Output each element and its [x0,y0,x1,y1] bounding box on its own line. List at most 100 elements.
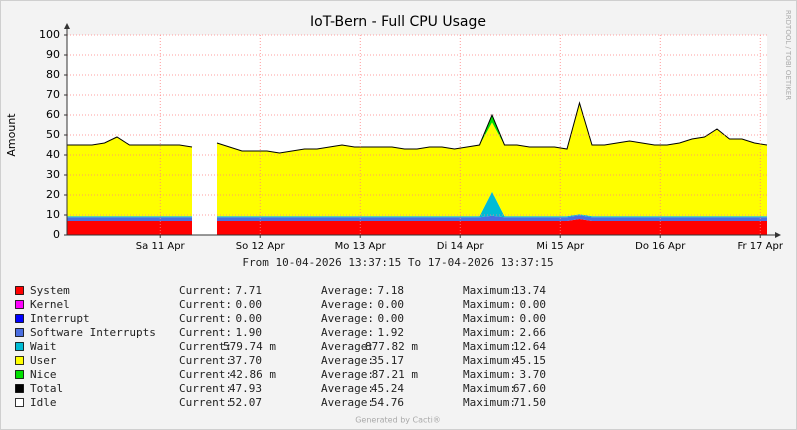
stat-value: 7.18 [378,284,405,297]
stat-value: 0.00 [378,312,405,325]
stat-value: 1.92 [378,326,405,339]
stat-value: 0.00 [236,312,263,325]
stat-value: 0.00 [378,298,405,311]
stat-value: 35.17 [371,354,404,367]
legend-label: System [30,284,70,297]
stat-value: 0.00 [520,312,547,325]
stat-value: 3.70 [520,368,547,381]
stat-value: 71.50 [513,396,546,409]
legend-label: User [30,354,57,367]
stack-area [67,221,192,235]
legend-swatch [15,314,24,323]
stat-label: Maximum: [463,354,516,367]
y-tick-label: 60 [46,108,60,121]
stack-area [67,137,192,217]
stat-label: Current: [179,326,232,339]
y-tick-label: 0 [53,228,60,241]
stat-value: 45.15 [513,354,546,367]
stat-value: 87.21 m [372,368,419,381]
stat-label: Average: [321,368,374,381]
stat-value: 0.00 [236,298,263,311]
stat-label: Maximum: [463,312,516,325]
legend-swatch [15,384,24,393]
y-tick-label: 90 [46,48,60,61]
stat-value: 42.86 m [230,368,277,381]
stat-value: 12.64 [513,340,546,353]
legend-label: Kernel [30,298,70,311]
legend-swatch [15,356,24,365]
stat-label: Average: [321,382,374,395]
legend-swatch [15,300,24,309]
x-tick-label: Sa 11 Apr [136,241,186,252]
y-tick-label: 10 [46,208,60,221]
stat-value: 45.24 [371,382,404,395]
y-tick-label: 100 [39,28,60,41]
stack-area [217,219,767,235]
y-tick-label: 40 [46,148,60,161]
stat-label: Maximum: [463,396,516,409]
stat-label: Maximum: [463,298,516,311]
stat-value: 52.07 [229,396,262,409]
stat-value: 37.70 [229,354,262,367]
y-axis-arrow [64,23,70,29]
stat-label: Current: [179,312,232,325]
stat-value: 2.66 [520,326,547,339]
legend-label: Wait [30,340,57,353]
stack-area [217,103,767,217]
stat-label: Current: [179,298,232,311]
stack-area [67,217,192,221]
stat-label: Maximum: [463,284,516,297]
stat-value: 54.76 [371,396,404,409]
chart-title: IoT-Bern - Full CPU Usage [310,14,486,30]
legend-swatch [15,286,24,295]
stat-value: 7.71 [236,284,263,297]
stat-label: Current: [179,396,232,409]
stack-area [217,215,767,221]
legend-label: Total [30,382,63,395]
stat-label: Average: [321,396,374,409]
legend-label: Software Interrupts [30,326,156,339]
stat-label: Current: [179,368,232,381]
stat-label: Current: [179,382,232,395]
y-axis-label: Amount [5,113,18,157]
y-tick-label: 50 [46,128,60,141]
axes [64,23,781,238]
stack-area [67,216,192,218]
y-tick-label: 70 [46,88,60,101]
stat-label: Maximum: [463,340,516,353]
y-tick-label: 30 [46,168,60,181]
stat-value: 67.60 [513,382,546,395]
side-text: RRDTOOL / TOBI OETIKER [784,10,792,100]
x-axis-arrow [775,232,781,238]
stat-label: Average: [321,312,374,325]
stat-label: Average: [321,340,374,353]
total-line [67,136,193,148]
stat-label: Average: [321,284,374,297]
stat-value: 47.93 [229,382,262,395]
stat-label: Average: [321,326,374,339]
y-tick-label: 80 [46,68,60,81]
x-tick-label: Mo 13 Apr [335,241,387,252]
stat-label: Current: [179,284,232,297]
stat-label: Maximum: [463,326,516,339]
x-tick-label: Di 14 Apr [437,241,485,252]
stat-label: Current: [179,340,232,353]
stack-area [217,191,767,218]
legend-swatch [15,398,24,407]
legend-swatch [15,370,24,379]
stat-value: 579.74 m [223,340,276,353]
stat-value: 0.00 [520,298,547,311]
x-tick-label: Do 16 Apr [635,241,686,252]
chart-subtitle: From 10-04-2026 13:37:15 To 17-04-2026 1… [242,256,553,269]
stat-value: 877.82 m [365,340,418,353]
x-tick-label: Mi 15 Apr [536,241,585,252]
legend-swatch [15,342,24,351]
stat-label: Maximum: [463,382,516,395]
stat-label: Average: [321,354,374,367]
legend-label: Interrupt [30,312,90,325]
stat-value: 13.74 [513,284,546,297]
legend-label: Idle [30,396,57,409]
legend-swatch [15,328,24,337]
stat-label: Current: [179,354,232,367]
